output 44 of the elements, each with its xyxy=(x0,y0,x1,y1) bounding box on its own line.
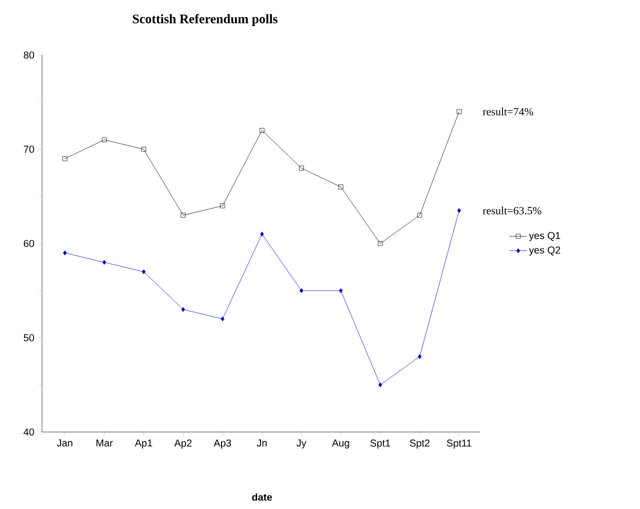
x-tick-label: Spt2 xyxy=(410,440,430,449)
x-tick-label: Ap1 xyxy=(134,440,152,448)
annotation: result=74% xyxy=(482,108,534,116)
chart-title: Scottish Referendum polls xyxy=(132,14,278,26)
point xyxy=(102,137,107,142)
x-tick-label: Jan xyxy=(56,440,72,447)
point xyxy=(220,203,225,208)
x-axis-title: date xyxy=(252,493,272,501)
x-tick-label: Spt1 xyxy=(370,440,390,449)
point xyxy=(299,166,304,170)
point xyxy=(220,316,224,322)
point xyxy=(63,250,67,256)
point xyxy=(260,232,264,236)
legend-label: yes Q2 xyxy=(528,246,560,256)
legend-label: yes Q1 xyxy=(528,232,560,242)
annotation: result=63.5% xyxy=(482,206,542,214)
x-tick-label: Mar xyxy=(96,440,113,447)
point xyxy=(457,208,461,213)
point xyxy=(181,307,185,312)
x-tick-label: Jn xyxy=(256,440,267,447)
y-tick-label: 80 xyxy=(24,51,34,59)
point xyxy=(300,288,304,294)
point xyxy=(142,269,146,274)
y-tick-label: 60 xyxy=(24,240,34,248)
x-tick-label: Aug xyxy=(332,440,350,448)
point xyxy=(338,288,343,294)
point xyxy=(456,109,462,114)
point xyxy=(338,184,344,190)
point xyxy=(260,128,264,133)
x-tick-label: Ap2 xyxy=(174,440,192,449)
point xyxy=(141,146,146,152)
x-tick-label: Spt11 xyxy=(446,440,472,449)
point xyxy=(417,212,422,218)
point xyxy=(180,212,186,218)
point xyxy=(62,156,68,162)
y-tick-label: 70 xyxy=(24,146,34,153)
y-tick-label: 40 xyxy=(24,428,34,436)
point xyxy=(378,241,383,246)
x-tick-label: Ap3 xyxy=(214,440,232,449)
y-tick-label: 50 xyxy=(24,334,34,342)
point xyxy=(102,260,106,265)
point xyxy=(378,382,382,388)
x-tick-label: Jy xyxy=(296,440,306,448)
point xyxy=(418,354,422,359)
